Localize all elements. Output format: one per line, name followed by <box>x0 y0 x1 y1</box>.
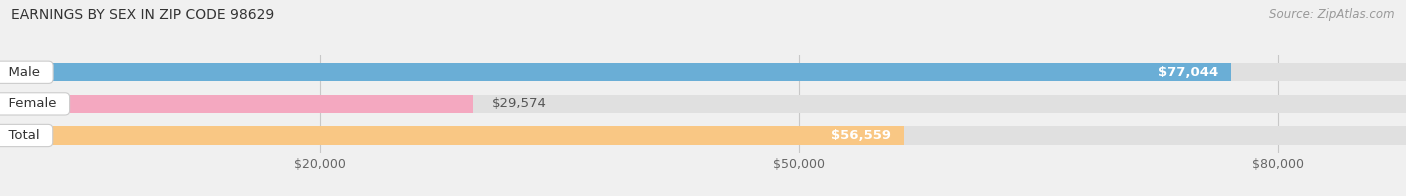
Bar <box>17 95 472 113</box>
Text: $77,044: $77,044 <box>1159 66 1218 79</box>
Bar <box>17 63 1232 81</box>
Text: $29,574: $29,574 <box>492 97 547 110</box>
Text: Source: ZipAtlas.com: Source: ZipAtlas.com <box>1270 8 1395 21</box>
Text: $56,559: $56,559 <box>831 129 891 142</box>
Text: Female: Female <box>0 97 65 110</box>
Bar <box>17 126 904 145</box>
Bar <box>17 126 1406 145</box>
Text: Male: Male <box>0 66 48 79</box>
Text: EARNINGS BY SEX IN ZIP CODE 98629: EARNINGS BY SEX IN ZIP CODE 98629 <box>11 8 274 22</box>
Text: Total: Total <box>0 129 48 142</box>
Bar <box>17 63 1406 81</box>
Bar <box>17 95 1406 113</box>
